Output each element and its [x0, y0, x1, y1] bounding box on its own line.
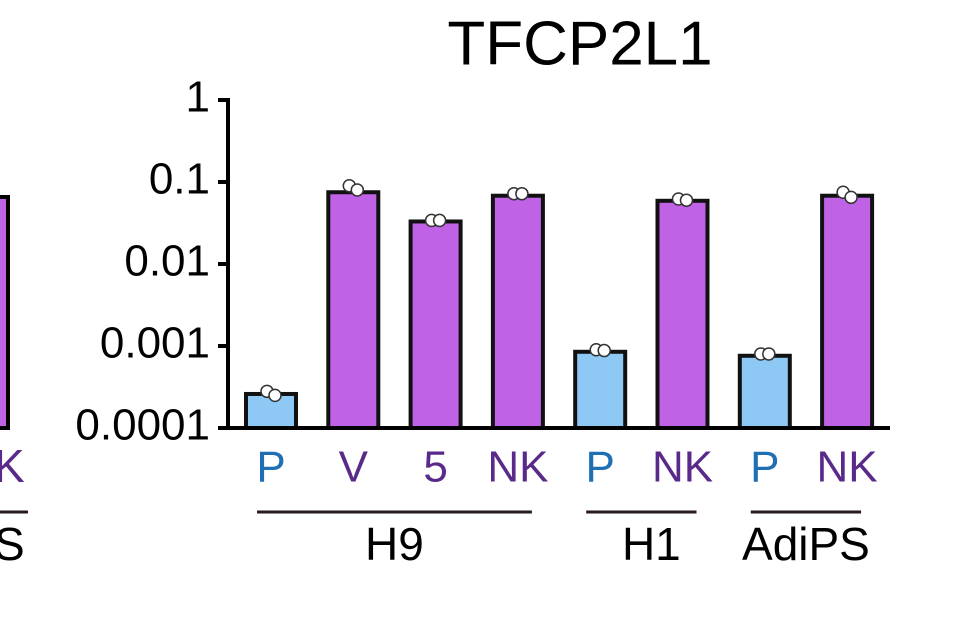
y-tick-label: 0.1 [149, 155, 210, 204]
neighbor-label: K [0, 440, 25, 492]
x-tick-label: V [339, 443, 369, 492]
data-point [844, 190, 858, 205]
bar [655, 198, 710, 430]
x-tick-label: P [750, 443, 779, 492]
bar [573, 349, 628, 431]
data-point [350, 183, 365, 197]
group-label: H1 [622, 518, 681, 570]
y-tick-label: 0.01 [124, 237, 210, 286]
neighbor-bar-fragment [0, 195, 10, 430]
neighbor-label: S [0, 518, 25, 570]
data-point [597, 343, 611, 358]
y-tick-label: 1 [186, 73, 210, 122]
x-tick-label: NK [487, 443, 548, 492]
data-point [679, 193, 694, 207]
bar [737, 353, 792, 430]
bar [490, 193, 545, 430]
data-point [268, 388, 282, 403]
y-tick-label: 0.0001 [75, 401, 210, 450]
bar [820, 193, 875, 430]
data-point [515, 186, 529, 201]
y-tick-label: 0.001 [100, 319, 210, 368]
x-tick-label: P [256, 443, 285, 492]
group-label: AdiPS [742, 518, 870, 570]
x-tick-label: 5 [423, 443, 447, 492]
chart-title: TFCP2L1 [447, 9, 712, 78]
x-tick-label: P [586, 443, 615, 492]
x-tick-label: NK [652, 443, 713, 492]
bar [408, 219, 463, 430]
bar [326, 190, 381, 430]
data-point [432, 213, 447, 228]
group-label: H9 [365, 518, 424, 570]
x-tick-label: NK [817, 443, 878, 492]
data-point [762, 347, 776, 361]
